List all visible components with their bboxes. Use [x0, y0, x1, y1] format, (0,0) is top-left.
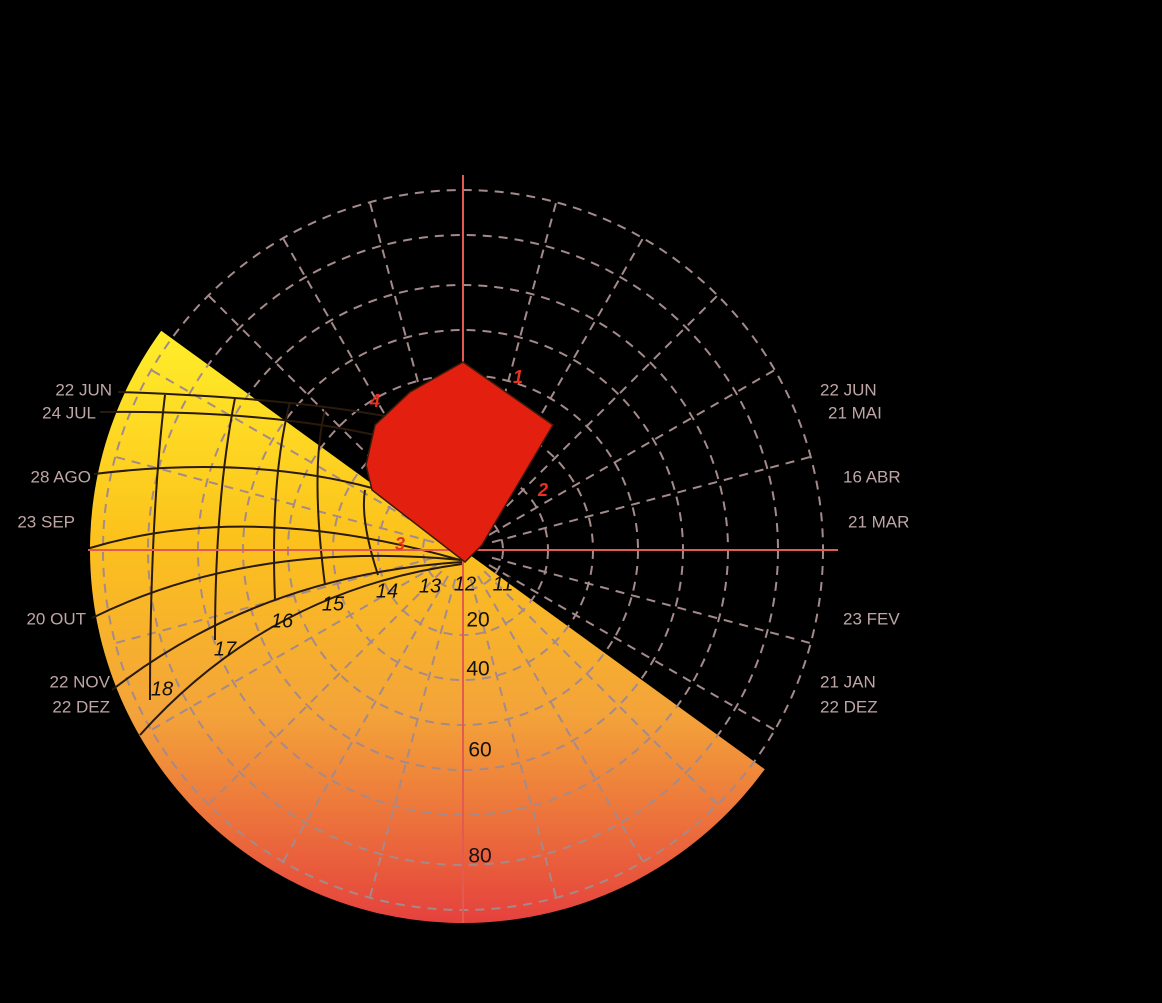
date-curve	[89, 525, 461, 561]
date-label: 22 DEZ	[820, 697, 878, 716]
date-label: 20 OUT	[26, 609, 86, 628]
sun-path-curves	[89, 391, 463, 736]
hour-curve	[149, 394, 166, 701]
hour-label: 11	[493, 573, 514, 595]
hour-label: 13	[419, 575, 441, 597]
azimuth-line	[477, 575, 644, 863]
azimuth-line	[483, 570, 719, 806]
hour-curve	[316, 409, 326, 586]
mask-vertex-label: 2	[537, 480, 548, 500]
shading-mask	[365, 361, 554, 563]
hour-label: 12	[454, 573, 476, 595]
date-label: 21 MAI	[828, 403, 882, 422]
date-label: 23 FEV	[843, 609, 900, 628]
date-label: 22 JUN	[820, 380, 877, 399]
azimuth-line	[282, 575, 449, 863]
hour-label: 15	[322, 593, 345, 615]
mask-vertex-label: 4	[369, 391, 380, 411]
mask-vertex-label: 3	[395, 534, 405, 554]
azimuth-line	[488, 564, 776, 731]
azimuth-line	[150, 564, 438, 731]
date-label: 22 JUN	[55, 380, 112, 399]
date-curve	[111, 561, 463, 691]
altitude-label: 60	[468, 739, 491, 762]
date-curve	[93, 466, 373, 489]
hour-curve	[362, 489, 379, 576]
hour-curve	[214, 397, 236, 641]
date-label: 16 ABR	[843, 467, 901, 486]
azimuth-line	[488, 369, 776, 536]
altitude-label: 20	[466, 609, 489, 632]
hour-label: 16	[271, 610, 294, 632]
date-label: 22 DEZ	[52, 697, 110, 716]
altitude-label: 80	[468, 845, 491, 868]
mask-vertex-label: 1	[513, 367, 523, 387]
hour-label: 18	[151, 678, 173, 700]
date-curve	[91, 554, 463, 619]
date-label: 24 JUL	[42, 403, 96, 422]
azimuth-line	[150, 369, 438, 536]
visible-sky-sector	[89, 330, 765, 924]
date-label: 21 MAR	[848, 512, 909, 531]
azimuth-line	[368, 578, 457, 898]
sky-sector	[89, 330, 765, 924]
hour-label: 17	[214, 638, 237, 660]
azimuth-line	[491, 455, 811, 544]
date-label: 21 JAN	[820, 672, 876, 691]
date-curve	[139, 563, 463, 736]
labels: 22 JUN 24 JUL 28 AGO 23 SEP 20 OUT 22 NOV 22 D…	[17, 367, 909, 868]
hour-label: 14	[376, 580, 398, 602]
azimuth-line	[469, 578, 558, 898]
date-curve	[117, 391, 406, 421]
azimuth-line	[491, 556, 811, 645]
azimuth-line	[207, 570, 443, 806]
date-label: 28 AGO	[31, 467, 91, 486]
altitude-label: 40	[466, 658, 489, 681]
date-label: 23 SEP	[17, 512, 75, 531]
hour-curve	[273, 401, 291, 601]
date-label: 22 NOV	[50, 672, 111, 691]
azimuth-line	[483, 294, 719, 530]
date-curve	[99, 410, 396, 441]
